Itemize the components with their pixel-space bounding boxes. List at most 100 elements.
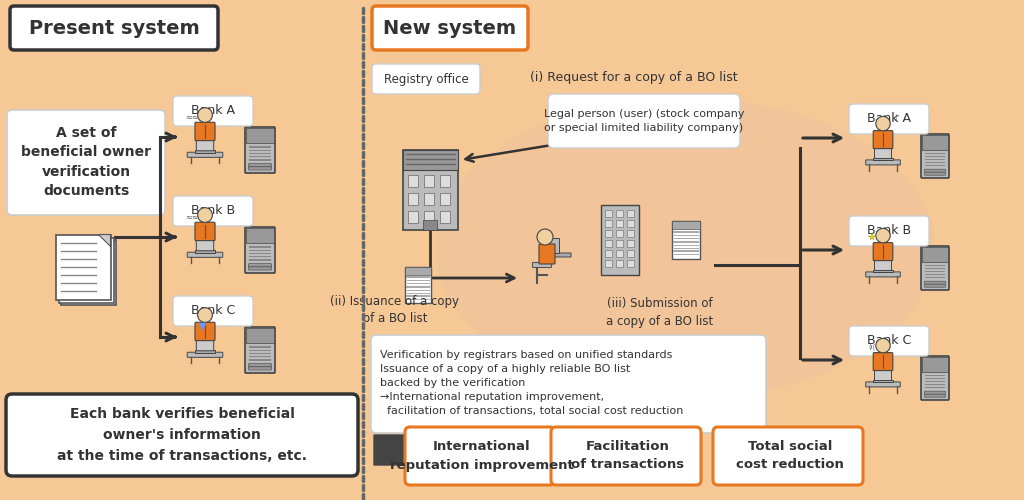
FancyBboxPatch shape — [249, 359, 271, 360]
FancyBboxPatch shape — [187, 252, 223, 258]
FancyBboxPatch shape — [925, 264, 945, 266]
FancyBboxPatch shape — [249, 256, 271, 258]
FancyBboxPatch shape — [197, 140, 214, 151]
FancyBboxPatch shape — [408, 175, 418, 187]
FancyBboxPatch shape — [372, 6, 528, 50]
FancyBboxPatch shape — [408, 211, 418, 223]
Text: (ii) Issuance of a copy
of a BO list: (ii) Issuance of a copy of a BO list — [331, 294, 460, 326]
FancyBboxPatch shape — [249, 259, 271, 260]
FancyBboxPatch shape — [173, 296, 253, 326]
FancyBboxPatch shape — [173, 196, 253, 226]
FancyBboxPatch shape — [925, 384, 945, 385]
FancyBboxPatch shape — [249, 146, 271, 148]
FancyBboxPatch shape — [187, 352, 223, 358]
FancyBboxPatch shape — [605, 260, 612, 267]
Polygon shape — [98, 234, 111, 246]
FancyBboxPatch shape — [925, 152, 945, 154]
Text: Bank C: Bank C — [867, 334, 911, 347]
FancyBboxPatch shape — [925, 281, 945, 284]
FancyBboxPatch shape — [58, 238, 114, 302]
FancyBboxPatch shape — [672, 221, 700, 259]
FancyBboxPatch shape — [925, 386, 945, 388]
FancyBboxPatch shape — [196, 350, 215, 353]
FancyBboxPatch shape — [402, 150, 458, 230]
FancyBboxPatch shape — [925, 156, 945, 157]
FancyBboxPatch shape — [55, 234, 111, 300]
Circle shape — [876, 228, 890, 243]
Text: ♪: ♪ — [893, 114, 899, 123]
FancyBboxPatch shape — [439, 175, 450, 187]
FancyBboxPatch shape — [249, 356, 271, 358]
FancyBboxPatch shape — [424, 193, 433, 205]
FancyBboxPatch shape — [7, 110, 165, 215]
FancyBboxPatch shape — [605, 240, 612, 247]
FancyBboxPatch shape — [873, 352, 893, 370]
FancyBboxPatch shape — [627, 230, 634, 237]
FancyBboxPatch shape — [249, 350, 271, 351]
FancyBboxPatch shape — [925, 394, 945, 397]
FancyBboxPatch shape — [605, 220, 612, 227]
FancyBboxPatch shape — [874, 260, 892, 270]
FancyBboxPatch shape — [605, 230, 612, 237]
Text: ≈≈: ≈≈ — [185, 212, 199, 221]
FancyBboxPatch shape — [406, 427, 555, 485]
FancyBboxPatch shape — [605, 250, 612, 257]
FancyBboxPatch shape — [249, 167, 271, 170]
FancyBboxPatch shape — [549, 238, 559, 254]
FancyBboxPatch shape — [249, 367, 271, 370]
FancyBboxPatch shape — [874, 370, 892, 380]
FancyBboxPatch shape — [249, 164, 271, 167]
FancyBboxPatch shape — [195, 222, 215, 240]
FancyBboxPatch shape — [925, 172, 945, 175]
FancyBboxPatch shape — [249, 250, 271, 251]
Text: New system: New system — [383, 18, 516, 38]
Text: Facilitation
of transactions: Facilitation of transactions — [571, 440, 685, 472]
FancyBboxPatch shape — [424, 211, 433, 223]
FancyBboxPatch shape — [849, 326, 929, 356]
Circle shape — [198, 208, 212, 222]
FancyBboxPatch shape — [187, 152, 223, 158]
Text: Total social
cost reduction: Total social cost reduction — [736, 440, 844, 472]
FancyBboxPatch shape — [849, 216, 929, 246]
FancyBboxPatch shape — [195, 122, 215, 141]
Ellipse shape — [435, 98, 935, 398]
FancyBboxPatch shape — [922, 357, 948, 372]
FancyBboxPatch shape — [672, 221, 700, 229]
FancyBboxPatch shape — [874, 148, 892, 158]
FancyBboxPatch shape — [925, 284, 945, 287]
FancyBboxPatch shape — [922, 247, 948, 262]
FancyBboxPatch shape — [404, 267, 431, 303]
FancyBboxPatch shape — [925, 391, 945, 394]
FancyBboxPatch shape — [713, 427, 863, 485]
FancyBboxPatch shape — [424, 175, 433, 187]
FancyBboxPatch shape — [601, 205, 639, 275]
FancyBboxPatch shape — [246, 128, 274, 144]
FancyBboxPatch shape — [865, 382, 900, 387]
FancyBboxPatch shape — [423, 220, 437, 230]
FancyBboxPatch shape — [404, 267, 431, 274]
FancyBboxPatch shape — [246, 328, 274, 344]
Polygon shape — [374, 428, 430, 472]
FancyBboxPatch shape — [439, 193, 450, 205]
FancyBboxPatch shape — [925, 268, 945, 269]
Circle shape — [537, 229, 553, 245]
FancyBboxPatch shape — [245, 327, 275, 373]
FancyBboxPatch shape — [548, 94, 740, 148]
FancyBboxPatch shape — [543, 253, 571, 257]
FancyBboxPatch shape — [246, 228, 274, 244]
FancyBboxPatch shape — [249, 252, 271, 254]
FancyBboxPatch shape — [249, 159, 271, 160]
FancyBboxPatch shape — [925, 158, 945, 160]
FancyBboxPatch shape — [408, 193, 418, 205]
Text: Legal person (user) (stock company
or special limited liability company): Legal person (user) (stock company or sp… — [544, 109, 744, 133]
FancyBboxPatch shape — [371, 335, 766, 433]
FancyBboxPatch shape — [925, 164, 945, 166]
FancyBboxPatch shape — [245, 127, 275, 173]
FancyBboxPatch shape — [249, 346, 271, 348]
FancyBboxPatch shape — [616, 240, 623, 247]
FancyBboxPatch shape — [873, 380, 893, 382]
Text: Bank A: Bank A — [191, 104, 234, 118]
Circle shape — [198, 108, 212, 122]
FancyBboxPatch shape — [532, 262, 552, 268]
FancyBboxPatch shape — [627, 250, 634, 257]
